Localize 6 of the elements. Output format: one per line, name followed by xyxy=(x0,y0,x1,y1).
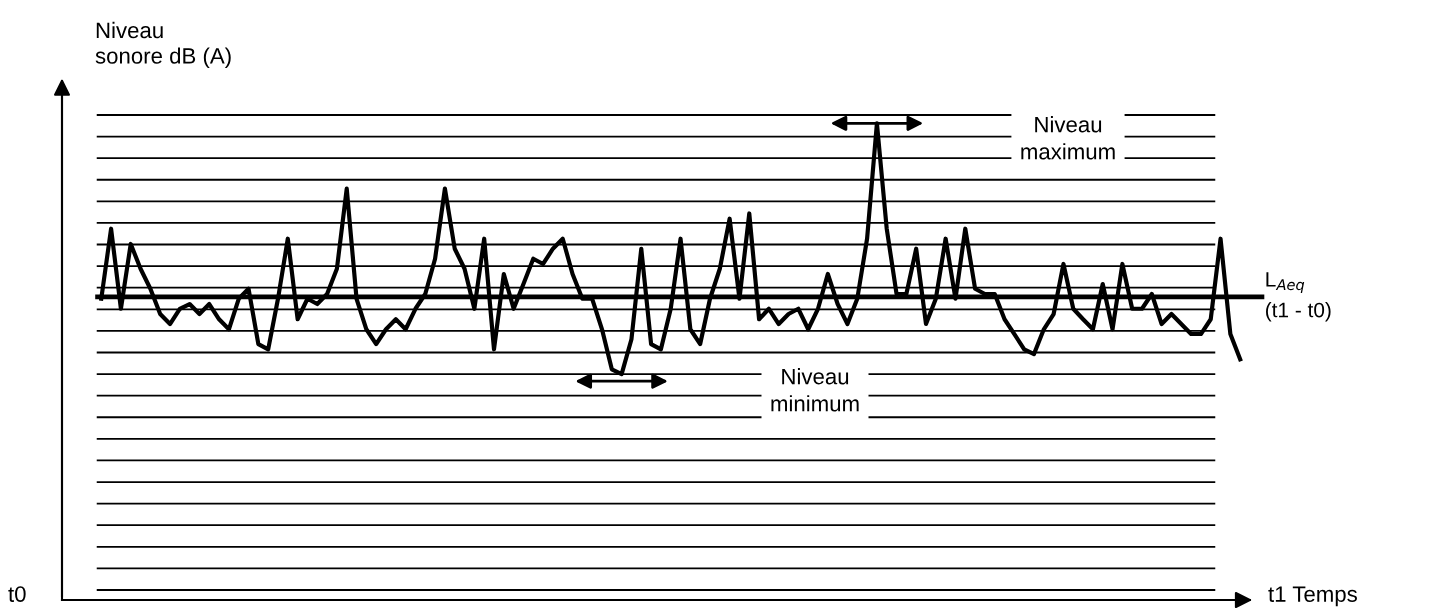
text: t0 xyxy=(8,586,26,602)
text: t1 Temps xyxy=(1268,586,1357,607)
y-axis-title: Niveau sonore dB (A) xyxy=(95,21,231,69)
annotation: Niveau minimum xyxy=(771,368,859,412)
annotation: Niveau maximum xyxy=(1021,116,1115,160)
ref-line-label: L$_{Aeq}$ (t1 - t0) xyxy=(1266,272,1331,322)
